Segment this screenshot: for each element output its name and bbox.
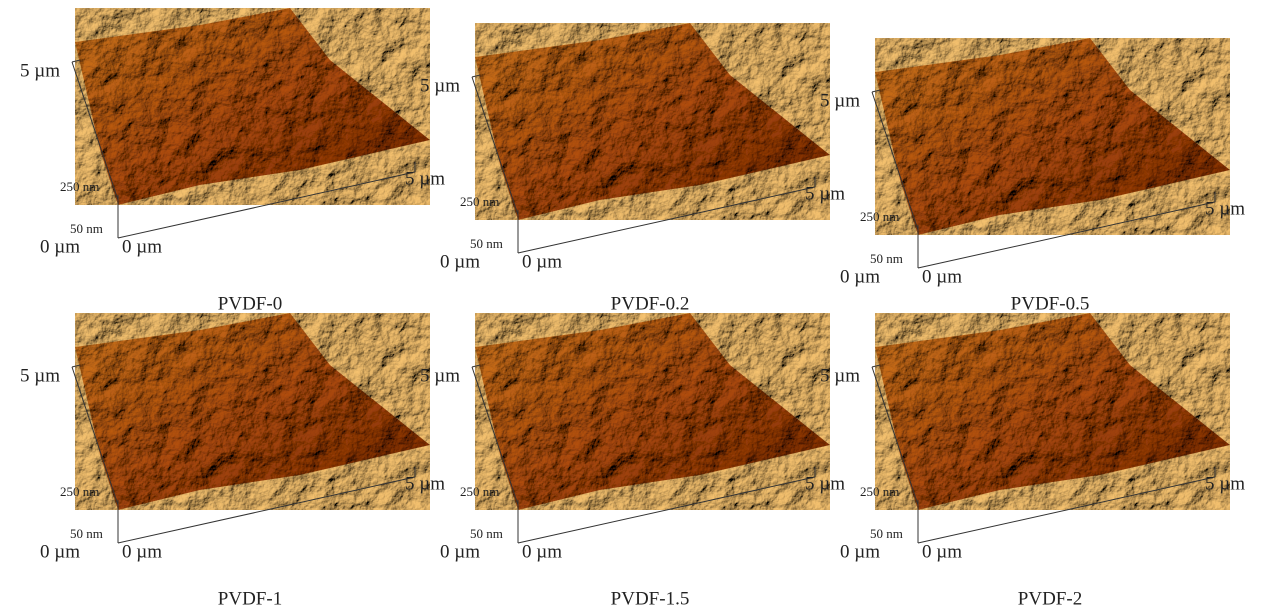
y-tick [872, 365, 880, 367]
panel-caption: PVDF-0.5 [1011, 293, 1090, 314]
y-end-label: 5 µm [420, 365, 460, 386]
afm-surface [75, 313, 430, 510]
page: 5 µm5 µm250 nm50 nm0 µm0 µmPVDF-05 µm5 µ… [0, 0, 1266, 615]
x-end-label: 5 µm [805, 473, 845, 494]
z-bottom-label: 50 nm [470, 526, 503, 541]
z-top-label: 250 nm [460, 484, 499, 499]
y-end-label: 5 µm [820, 90, 860, 111]
y-end-label: 5 µm [20, 365, 60, 386]
y-origin-label: 0 µm [40, 236, 80, 257]
figure: 5 µm5 µm250 nm50 nm0 µm0 µmPVDF-05 µm5 µ… [0, 0, 1266, 615]
z-bottom-label: 50 nm [70, 221, 103, 236]
afm-surface [475, 313, 830, 510]
panel-caption: PVDF-2 [1018, 588, 1082, 609]
y-tick [472, 75, 480, 77]
x-origin-label: 0 µm [922, 266, 962, 287]
y-end-label: 5 µm [20, 60, 60, 81]
x-end-label: 5 µm [405, 168, 445, 189]
afm-surface [875, 313, 1230, 510]
panel-caption: PVDF-0.2 [611, 293, 690, 314]
z-top-label: 250 nm [60, 484, 99, 499]
y-origin-label: 0 µm [40, 541, 80, 562]
y-end-label: 5 µm [820, 365, 860, 386]
y-origin-label: 0 µm [840, 266, 880, 287]
z-bottom-label: 50 nm [870, 251, 903, 266]
z-top-label: 250 nm [860, 209, 899, 224]
x-origin-label: 0 µm [522, 541, 562, 562]
y-origin-label: 0 µm [440, 541, 480, 562]
afm-surface [475, 23, 830, 220]
y-tick [872, 90, 880, 92]
x-origin-label: 0 µm [122, 541, 162, 562]
afm-surface [875, 38, 1230, 235]
z-bottom-label: 50 nm [470, 236, 503, 251]
x-origin-label: 0 µm [922, 541, 962, 562]
panel-caption: PVDF-1.5 [611, 588, 690, 609]
x-end-label: 5 µm [405, 473, 445, 494]
y-origin-label: 0 µm [440, 251, 480, 272]
z-bottom-label: 50 nm [70, 526, 103, 541]
y-origin-label: 0 µm [840, 541, 880, 562]
panel-caption: PVDF-1 [218, 588, 282, 609]
afm-surface [75, 8, 430, 205]
x-end-label: 5 µm [1205, 473, 1245, 494]
x-origin-label: 0 µm [122, 236, 162, 257]
z-top-label: 250 nm [460, 194, 499, 209]
x-end-label: 5 µm [805, 183, 845, 204]
y-tick [472, 365, 480, 367]
z-top-label: 250 nm [860, 484, 899, 499]
y-tick [72, 60, 80, 62]
panel-caption: PVDF-0 [218, 293, 282, 314]
y-end-label: 5 µm [420, 75, 460, 96]
z-bottom-label: 50 nm [870, 526, 903, 541]
y-tick [72, 365, 80, 367]
x-origin-label: 0 µm [522, 251, 562, 272]
x-end-label: 5 µm [1205, 198, 1245, 219]
z-top-label: 250 nm [60, 179, 99, 194]
